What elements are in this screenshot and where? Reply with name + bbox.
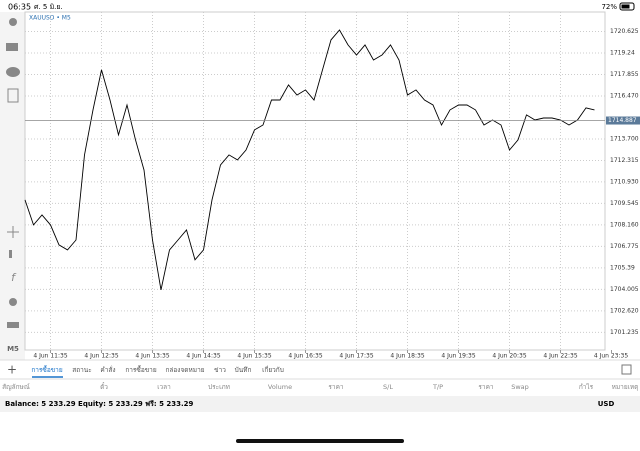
- tab[interactable]: คำสั่ง: [100, 365, 115, 374]
- current-price-label: 1714.887: [608, 117, 637, 124]
- tabs: การซื้อขาย สถานะ คำสั่ง การซื้อขาย กล่องจดหม…: [31, 365, 284, 378]
- indicator-icon[interactable]: f: [11, 271, 17, 284]
- y-tick-label: 1702.620: [610, 307, 639, 314]
- tab[interactable]: บันทึก: [235, 366, 252, 374]
- chat-icon[interactable]: [6, 67, 20, 77]
- y-tick-label: 1705.39: [610, 264, 635, 271]
- column-header: ราคา: [328, 383, 343, 391]
- crosshair-icon[interactable]: [7, 226, 19, 238]
- x-tick-label: 4 Jun 15:35: [237, 353, 271, 360]
- price-line: [24, 29, 595, 290]
- battery-level: [621, 4, 630, 9]
- timeframe-button[interactable]: M5: [7, 345, 19, 353]
- column-header: ประเภท: [208, 383, 230, 391]
- balance-row: [0, 396, 640, 412]
- y-tick-label: 1706.775: [610, 243, 639, 250]
- x-tick-label: 4 Jun 20:35: [492, 353, 526, 360]
- column-header: เวลา: [157, 383, 171, 391]
- y-tick-label: 1708.160: [610, 221, 639, 228]
- side-toolbar: [0, 12, 25, 360]
- y-tick-label: 1717.855: [610, 71, 639, 78]
- objects-icon[interactable]: [9, 298, 17, 306]
- column-header: ราคา: [478, 383, 493, 391]
- y-tick-label: 1713.700: [610, 135, 639, 142]
- current-price-box: [606, 116, 640, 125]
- tab[interactable]: สถานะ: [72, 366, 92, 374]
- tab[interactable]: กล่องจดหมาย: [165, 366, 204, 374]
- x-tick-label: 4 Jun 17:35: [339, 353, 373, 360]
- x-tick-label: 4 Jun 16:35: [288, 353, 322, 360]
- y-tick-label: 1719.24: [610, 49, 635, 56]
- table-header: สัญลักษณ์ ตั๋ว เวลา ประเภท Volume ราคา S/L T/P ร…: [2, 382, 638, 391]
- column-header: ตั๋ว: [100, 382, 108, 391]
- y-tick-label: 1712.315: [610, 157, 639, 164]
- status-battery: 72%: [601, 3, 617, 11]
- x-tick-label: 4 Jun 22:35: [543, 353, 577, 360]
- tab[interactable]: การซื้อขาย: [125, 365, 156, 374]
- home-indicator: [236, 439, 404, 443]
- y-tick-label: 1709.545: [610, 200, 639, 207]
- chart-symbol: XAUUSD • M5: [29, 15, 71, 22]
- column-header: หมายเหตุ: [612, 383, 639, 391]
- battery-icon: [619, 2, 635, 11]
- tab[interactable]: ข่าว: [214, 366, 226, 374]
- x-tick-label: 4 Jun 18:35: [390, 353, 424, 360]
- templates-icon[interactable]: [7, 322, 19, 328]
- plot: 1720.625 1719.24 1717.855 1716.470 1713.700 1…: [24, 12, 640, 360]
- account-icon[interactable]: [9, 18, 17, 26]
- y-tick-label: 1704.005: [610, 286, 639, 293]
- new-doc-icon[interactable]: [7, 88, 19, 103]
- x-tick-label: 4 Jun 23:35: [594, 353, 628, 360]
- column-header: S/L: [383, 383, 393, 391]
- add-button[interactable]: +: [7, 363, 17, 377]
- column-header: Swap: [511, 383, 529, 391]
- balance-summary: Balance: 5 233.29 Equity: 5 233.29 ฟรี: …: [5, 400, 194, 408]
- tab[interactable]: การซื้อขาย: [31, 365, 62, 374]
- column-header: กำไร: [579, 383, 594, 391]
- status-time: 06:35: [8, 3, 31, 12]
- x-tick-label: 4 Jun 11:35: [33, 353, 67, 360]
- currency: USD: [598, 400, 615, 408]
- y-tick-label: 1710.930: [610, 178, 639, 185]
- candle-icon[interactable]: [9, 250, 12, 258]
- x-tick-label: 4 Jun 14:35: [186, 353, 220, 360]
- y-tick-label: 1720.625: [610, 28, 639, 35]
- column-header: สัญลักษณ์: [2, 383, 30, 391]
- plot-frame: [24, 11, 606, 351]
- x-tick-label: 4 Jun 19:35: [441, 353, 475, 360]
- x-tick-label: 4 Jun 12:35: [84, 353, 118, 360]
- y-tick-label: 1716.470: [610, 92, 639, 99]
- toolbar-icons: f: [6, 18, 20, 328]
- y-tick-label: 1701.235: [610, 329, 639, 336]
- x-tick-label: 4 Jun 13:35: [135, 353, 169, 360]
- tab[interactable]: เกี่ยวกับ: [262, 365, 284, 374]
- column-header: Volume: [268, 383, 292, 391]
- column-header: T/P: [432, 383, 443, 391]
- expand-icon[interactable]: [621, 364, 632, 375]
- status-date: ศ. 5 มิ.ย.: [34, 3, 63, 11]
- trade-icon[interactable]: [6, 43, 18, 51]
